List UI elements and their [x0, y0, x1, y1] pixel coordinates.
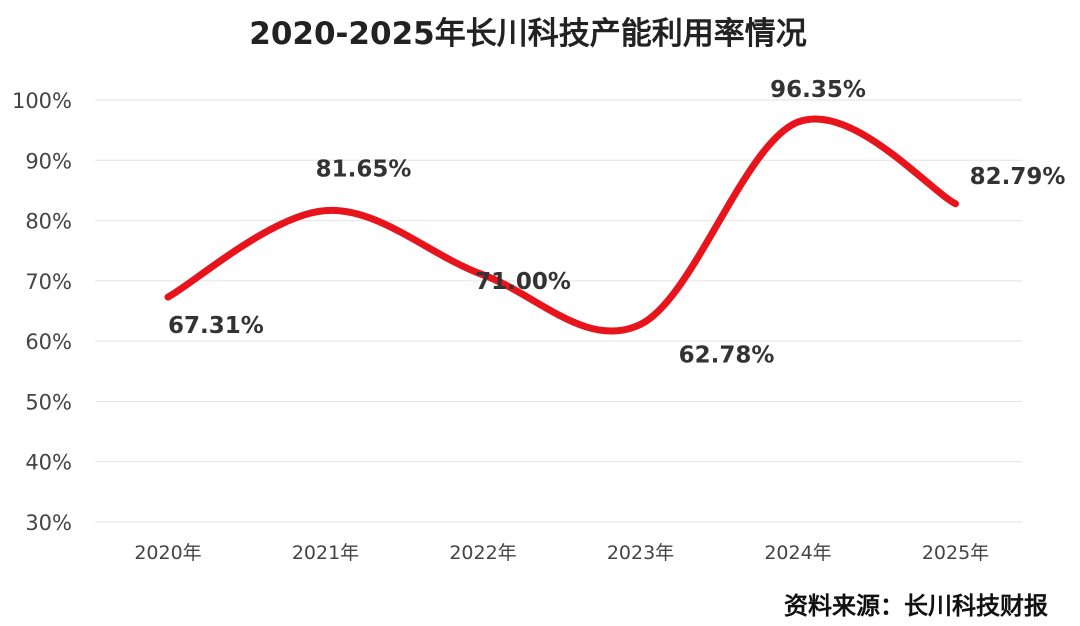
- gridlines: [95, 99, 1022, 523]
- y-tick-label: 70%: [25, 270, 72, 294]
- x-tick-label: 2022年: [449, 542, 516, 564]
- data-point: [165, 294, 171, 301]
- y-axis-ticks: 30% 40% 50% 60% 70% 80% 90% 100%: [12, 89, 72, 535]
- data-point: [480, 271, 486, 278]
- y-tick-label: 40%: [25, 451, 72, 475]
- data-label: 62.78%: [679, 342, 775, 368]
- y-tick-label: 90%: [25, 149, 72, 173]
- x-tick-label: 2024年: [764, 542, 831, 564]
- data-label: 71.00%: [475, 269, 571, 295]
- data-point: [637, 321, 644, 328]
- y-tick-label: 60%: [25, 330, 72, 354]
- x-axis-ticks: 2020年 2021年 2022年 2023年 2024年 2025年: [134, 542, 989, 564]
- x-tick-label: 2020年: [134, 542, 201, 564]
- data-point: [322, 207, 329, 214]
- y-tick-label: 30%: [25, 511, 72, 535]
- data-point: [795, 119, 801, 126]
- data-point: [952, 200, 959, 207]
- data-label: 67.31%: [168, 313, 264, 339]
- y-tick-label: 100%: [12, 89, 72, 113]
- data-label: 82.79%: [970, 164, 1066, 190]
- y-tick-label: 80%: [25, 210, 72, 234]
- series-line: [164, 115, 959, 335]
- data-label: 96.35%: [770, 77, 866, 103]
- series-line-path: [164, 115, 959, 335]
- chart-title: 2020-2025年长川科技产能利用率情况: [249, 16, 806, 52]
- x-tick-label: 2023年: [607, 542, 674, 564]
- x-tick-label: 2025年: [922, 542, 989, 564]
- y-tick-label: 50%: [25, 390, 72, 414]
- data-label: 81.65%: [316, 157, 412, 183]
- data-labels: 67.31% 81.65% 71.00% 62.78% 96.35% 82.79%: [168, 77, 1065, 368]
- source-note: 资料来源：长川科技财报: [784, 592, 1048, 620]
- x-tick-label: 2021年: [292, 542, 359, 564]
